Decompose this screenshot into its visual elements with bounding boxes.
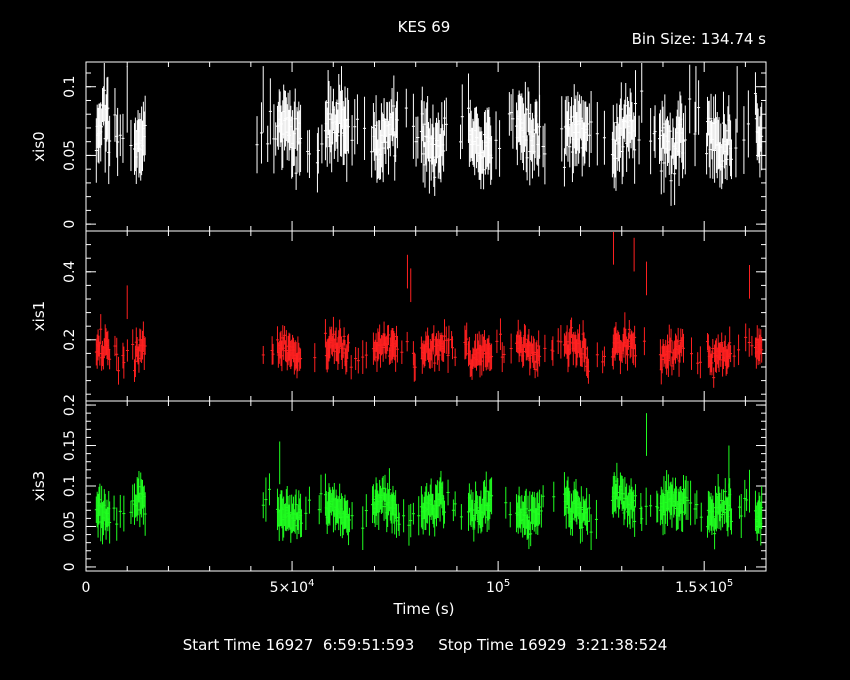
y-tick-label: 0 [62, 562, 78, 571]
y-axis-label-xis0: xis0 [30, 131, 48, 161]
y-axis-label-xis3: xis3 [30, 471, 48, 501]
panels: 0 0.05 0.1 xis0 0.2 0.4 xis1 0 0.05 0.1 0.15 0.2 xis… [30, 61, 767, 572]
panel-xis0: 0 0.05 0.1 xis0 [30, 61, 767, 232]
x-tick-label: 1.5×105 [675, 578, 733, 596]
x-axis-label: Time (s) [393, 600, 455, 618]
y-tick-label: 0.1 [62, 475, 78, 497]
panel-frame [85, 230, 767, 402]
start-time-label: Start Time 16927 6:59:51:593 [182, 636, 415, 654]
series-xis0 [94, 63, 764, 206]
y-tick-label: 0.15 [62, 430, 78, 461]
x-axis: 0 5×104 105 1.5×105 [82, 578, 734, 596]
x-tick-label: 105 [486, 578, 510, 596]
y-tick-label: 0 [62, 220, 78, 229]
bin-size-label: Bin Size: 134.74 s [632, 30, 767, 48]
panel-xis3: 0 0.05 0.1 0.15 0.2 xis3 [30, 394, 767, 572]
x-tick-label: 0 [82, 580, 91, 596]
y-tick-label: 0.05 [62, 140, 78, 171]
y-axis-label-xis1: xis1 [30, 301, 48, 331]
y-tick-label: 0.4 [62, 261, 78, 283]
y-tick-label: 0.05 [62, 511, 78, 542]
stop-time-label: Stop Time 16929 3:21:38:524 [438, 636, 668, 654]
series-xis3 [94, 413, 764, 551]
time-range-footer: Start Time 16927 6:59:51:593 Stop Time 1… [0, 636, 850, 654]
y-tick-label: 0.2 [62, 394, 78, 416]
y-tick-label: 0.1 [62, 76, 78, 98]
series-xis1 [94, 232, 764, 388]
panel-xis1: 0.2 0.4 xis1 [30, 230, 767, 402]
y-tick-label: 0.2 [62, 329, 78, 351]
chart-title: KES 69 [398, 18, 451, 36]
x-tick-label: 5×104 [270, 578, 315, 596]
